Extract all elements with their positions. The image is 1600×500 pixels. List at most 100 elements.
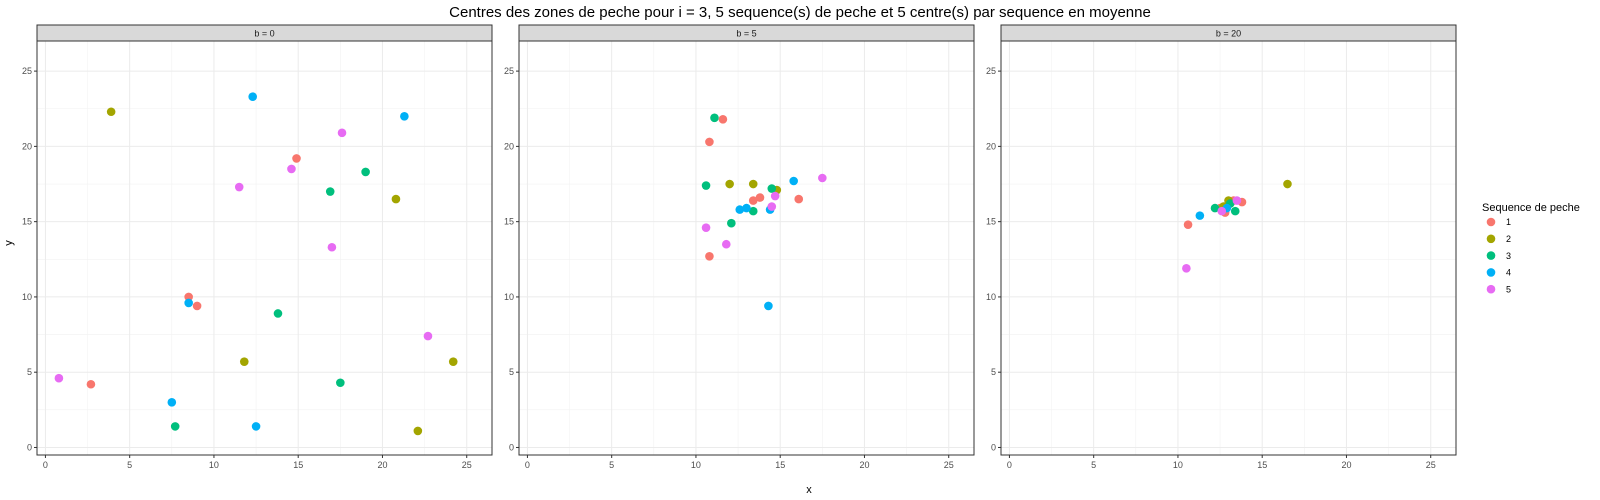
legend-item: 3 xyxy=(1486,251,1511,261)
panel-border xyxy=(36,40,493,456)
data-point xyxy=(448,357,458,366)
y-tick-label: 10 xyxy=(986,292,996,302)
y-tick-label: 0 xyxy=(509,442,514,452)
x-tick-label: 25 xyxy=(1426,460,1436,470)
data-point xyxy=(1232,196,1242,205)
data-point xyxy=(705,251,714,261)
legend-swatch xyxy=(1486,234,1496,244)
data-point xyxy=(167,398,177,407)
data-point xyxy=(1210,203,1220,213)
x-tick-label: 20 xyxy=(1341,460,1351,470)
data-point xyxy=(755,193,765,202)
data-points xyxy=(54,92,458,436)
y-tick-label: 5 xyxy=(991,367,996,377)
facet-strip-label: b = 0 xyxy=(254,29,274,39)
plot-background xyxy=(1001,41,1456,455)
y-tick-label: 25 xyxy=(504,66,514,76)
facet-panel: b = 5 0 5 10 15 20 25 0 5 10 15 20 25 xyxy=(504,24,975,470)
y-tick-label: 15 xyxy=(22,217,32,227)
data-point xyxy=(764,301,773,311)
data-point xyxy=(767,184,777,193)
facet-panels: b = 0 0 5 10 15 20 25 0 5 10 15 20 25 b = 5 0 5 10 15 20 25… xyxy=(22,24,1457,470)
x-tick-label: 0 xyxy=(1007,460,1012,470)
data-point xyxy=(721,239,731,249)
x-tick-label: 5 xyxy=(1091,460,1096,470)
x-tick-label: 15 xyxy=(1257,460,1267,470)
data-point xyxy=(337,128,347,138)
panel-border xyxy=(1000,40,1457,456)
data-point xyxy=(701,223,711,232)
x-tick-label: 10 xyxy=(691,460,701,470)
data-point xyxy=(292,154,301,163)
legend-item: 2 xyxy=(1486,234,1511,244)
data-point xyxy=(1217,206,1227,216)
y-tick-label: 10 xyxy=(22,292,32,302)
y-tick-label: 0 xyxy=(27,442,32,452)
facet-strip-label: b = 20 xyxy=(1216,29,1241,39)
facet-panel: b = 20 0 5 10 15 20 25 0 5 10 15 20 25 xyxy=(986,24,1457,470)
data-point xyxy=(327,242,337,252)
minor-grid xyxy=(1001,41,1456,455)
data-point xyxy=(1182,264,1191,273)
facet-panel: b = 0 0 5 10 15 20 25 0 5 10 15 20 25 xyxy=(22,24,493,470)
panel-border xyxy=(518,40,975,456)
x-tick-label: 10 xyxy=(209,460,219,470)
data-points xyxy=(1182,179,1292,273)
data-point xyxy=(86,379,96,389)
plot-background xyxy=(519,41,974,455)
data-point xyxy=(1195,211,1205,220)
data-point xyxy=(767,202,777,211)
data-point xyxy=(718,114,728,124)
y-tick-label: 5 xyxy=(27,367,32,377)
y-tick-label: 20 xyxy=(986,141,996,151)
y-tick-label: 15 xyxy=(504,217,514,227)
axis-ticks: 0 5 10 15 20 25 0 5 10 15 20 25 xyxy=(504,66,954,470)
legend-item: 4 xyxy=(1486,268,1511,278)
legend-label: 4 xyxy=(1506,268,1511,278)
data-point xyxy=(170,422,180,431)
data-point xyxy=(391,194,401,204)
data-point xyxy=(701,181,711,190)
legend-swatch xyxy=(1486,217,1496,227)
data-point xyxy=(239,357,249,366)
data-point xyxy=(789,176,798,186)
data-point xyxy=(818,173,827,183)
y-tick-label: 10 xyxy=(504,292,514,302)
data-point xyxy=(192,301,202,311)
y-tick-label: 25 xyxy=(22,66,32,76)
x-tick-label: 0 xyxy=(525,460,530,470)
minor-grid xyxy=(519,41,974,455)
y-tick-label: 20 xyxy=(22,141,32,151)
legend-label: 2 xyxy=(1506,234,1511,244)
x-tick-label: 15 xyxy=(775,460,785,470)
x-axis-title: x xyxy=(806,484,812,496)
legend-swatch xyxy=(1486,268,1496,277)
x-tick-label: 5 xyxy=(127,460,132,470)
data-point xyxy=(287,164,296,174)
data-point xyxy=(423,331,433,341)
legend: Sequence de peche 1 2 3 4 5 xyxy=(1482,202,1580,294)
x-tick-label: 20 xyxy=(859,460,869,470)
data-point xyxy=(336,378,345,388)
minor-grid xyxy=(37,41,492,455)
data-point xyxy=(748,196,758,205)
legend-title: Sequence de peche xyxy=(1482,202,1580,214)
data-point xyxy=(184,292,193,302)
data-points xyxy=(701,113,827,311)
y-tick-label: 20 xyxy=(504,141,514,151)
legend-swatch xyxy=(1486,251,1496,260)
data-point xyxy=(748,179,758,189)
major-grid xyxy=(37,41,492,455)
chart-title: Centres des zones de peche pour i = 3, 5… xyxy=(449,4,1151,21)
data-point xyxy=(710,113,719,123)
x-tick-label: 0 xyxy=(43,460,48,470)
x-tick-label: 10 xyxy=(1173,460,1183,470)
legend-item: 1 xyxy=(1486,217,1511,227)
legend-label: 5 xyxy=(1506,284,1511,294)
legend-label: 1 xyxy=(1506,217,1511,227)
y-axis-title: y xyxy=(3,240,15,246)
legend-item: 5 xyxy=(1486,284,1511,294)
data-point xyxy=(273,309,283,318)
data-point xyxy=(1230,206,1240,216)
